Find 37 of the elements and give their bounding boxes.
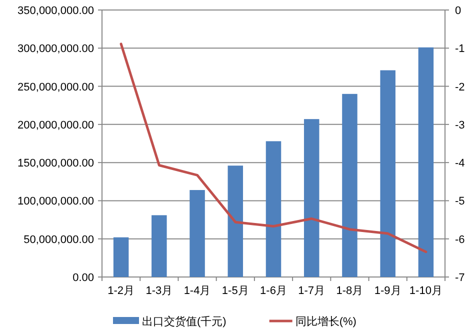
y-tick-label: 300,000,000.00 [18, 43, 94, 56]
y-tick-label: 150,000,000.00 [18, 158, 94, 170]
x-tick-label: 1-6月 [260, 285, 287, 297]
y2-tick-label: -3 [455, 119, 465, 132]
y2-tick-label: -5 [455, 196, 465, 208]
bar [342, 94, 358, 277]
line-series [120, 42, 428, 254]
y2-tick-label: -4 [455, 158, 465, 170]
y2-tick-label: -7 [455, 272, 465, 284]
bar [113, 237, 129, 277]
y-tick-label: 350,000,000.00 [18, 5, 94, 17]
bar [380, 70, 396, 277]
x-tick-label: 1-3月 [146, 285, 173, 297]
bar [304, 119, 320, 277]
x-tick-label: 1-2月 [108, 285, 135, 297]
x-tick-label: 1-7月 [298, 285, 326, 297]
y2-tick-label: -2 [455, 81, 465, 94]
legend-label: 同比增长(%) [295, 315, 356, 328]
y-tick-label: 0.00 [72, 272, 94, 284]
x-tick-label: 1-4月 [184, 285, 211, 297]
y-tick-label: 200,000,000.00 [18, 119, 94, 132]
x-tick-label: 1-10月 [409, 285, 442, 297]
legend-label: 出口交货值(千元) [142, 315, 226, 328]
x-tick-label: 1-8月 [336, 285, 364, 297]
bar [266, 141, 282, 277]
y2-tick-label: -6 [455, 234, 465, 246]
y2-tick-label: -1 [455, 43, 465, 56]
x-tick-label: 1-9月 [374, 285, 402, 297]
x-tick-label: 1-5月 [222, 285, 249, 297]
y-tick-label: 50,000,000.00 [24, 234, 94, 246]
bar [228, 166, 244, 277]
bar [190, 190, 205, 277]
bar [418, 47, 434, 277]
y-tick-label: 100,000,000.00 [18, 196, 94, 208]
y2-tick-label: 0 [455, 5, 462, 17]
y-tick-label: 250,000,000.00 [18, 81, 94, 94]
bar [152, 215, 167, 277]
